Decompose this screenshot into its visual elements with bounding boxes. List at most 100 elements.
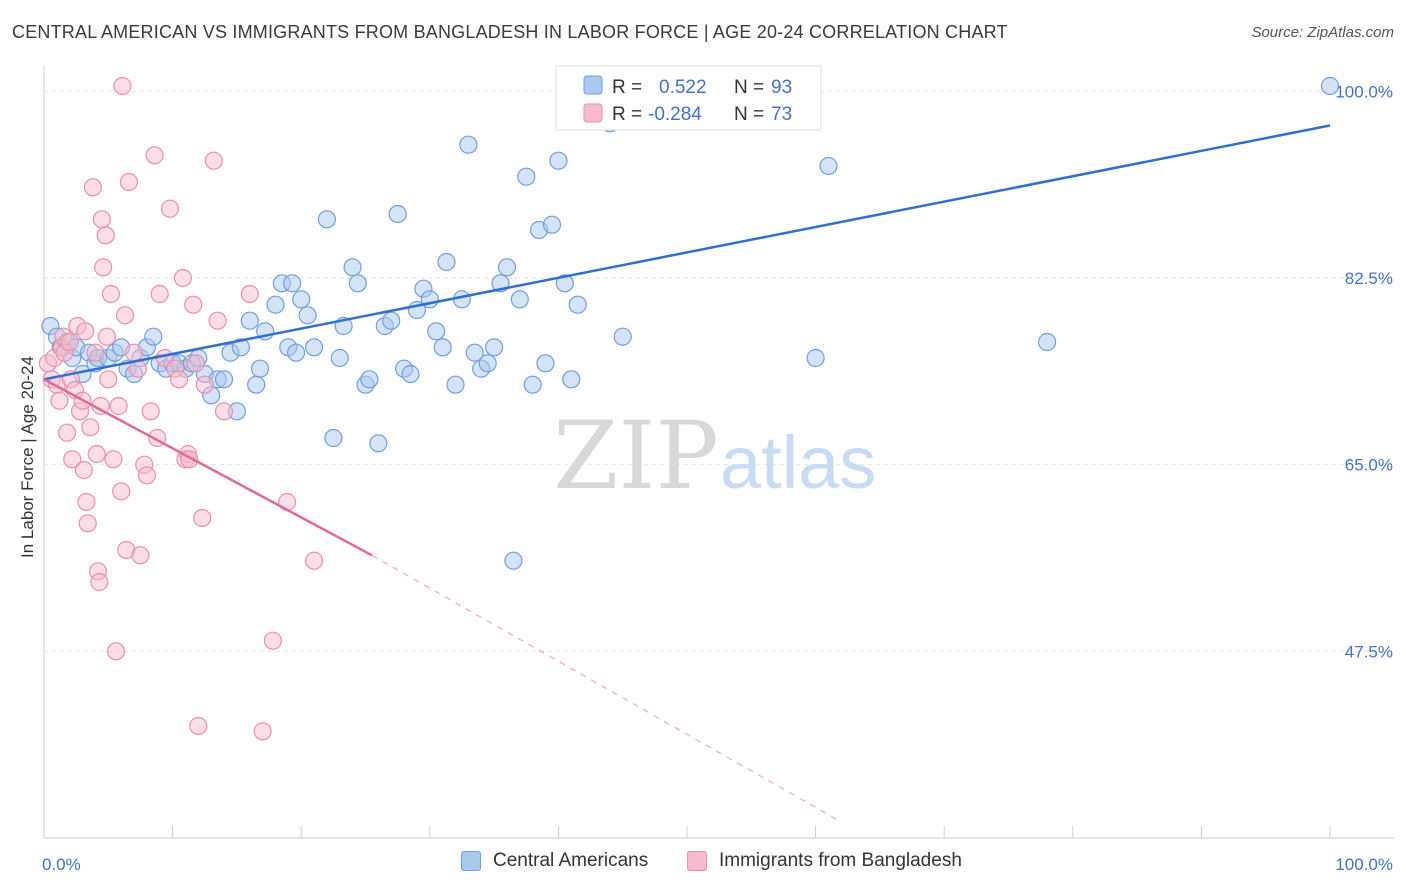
point-bangladesh-49 [150, 284, 169, 304]
point-bangladesh-43 [131, 546, 150, 565]
point-bangladesh-4 [50, 391, 69, 410]
point-central-american-62 [433, 338, 452, 357]
point-bangladesh-62 [195, 375, 214, 394]
point-central-american-63 [437, 252, 456, 272]
point-bangladesh-9 [60, 332, 79, 352]
point-bangladesh-20 [81, 418, 100, 437]
point-central-american-78 [536, 354, 555, 373]
point-bangladesh-31 [99, 370, 118, 389]
point-central-american-36 [266, 295, 285, 314]
trend-line-bangladesh-extension [371, 554, 842, 823]
point-central-american-91 [1037, 332, 1057, 352]
point-bangladesh-35 [109, 396, 128, 416]
point-central-american-90 [819, 156, 838, 176]
point-bangladesh-63 [204, 151, 223, 170]
trend-line-central-americans [43, 124, 1331, 381]
point-central-american-41 [292, 290, 311, 309]
y-axis-label: In Labor Force | Age 20-24 [18, 356, 37, 558]
y-tick-label-2: 82.5% [1345, 269, 1393, 288]
point-central-american-69 [478, 354, 497, 373]
data-points [38, 76, 1340, 741]
legend-r-label-blue: R = [612, 77, 642, 98]
point-central-american-79 [542, 215, 562, 234]
point-bangladesh-23 [87, 444, 106, 464]
point-bangladesh-16 [74, 460, 94, 480]
point-central-american-46 [330, 348, 349, 368]
legend-n-value-pink: 73 [771, 104, 792, 125]
point-central-american-48 [343, 258, 362, 277]
point-bangladesh-25 [90, 572, 109, 592]
point-bangladesh-58 [184, 295, 203, 314]
point-bangladesh-19 [78, 514, 97, 533]
point-bangladesh-40 [119, 172, 138, 192]
point-central-american-70 [485, 338, 504, 357]
point-central-american-80 [549, 151, 568, 170]
watermark-atlas: atlas [720, 421, 876, 504]
source-label: Source: ZipAtlas.com [1251, 24, 1394, 41]
point-central-american-28 [214, 370, 234, 389]
point-bangladesh-17 [76, 322, 95, 341]
legend-n-label-blue: N = [734, 77, 764, 98]
trend-lines [43, 124, 1331, 823]
point-central-american-57 [401, 364, 420, 384]
point-central-american-72 [497, 258, 517, 277]
watermark: ZIP atlas [553, 402, 876, 511]
point-central-american-51 [360, 370, 379, 389]
point-bangladesh-34 [106, 642, 126, 661]
point-central-american-89 [806, 348, 825, 368]
point-central-american-33 [247, 375, 266, 394]
legend-label-bangladesh: Immigrants from Bangladesh [719, 850, 962, 871]
point-bangladesh-41 [124, 343, 144, 362]
legend-swatch-pink [583, 103, 603, 123]
point-central-american-76 [523, 375, 542, 394]
y-tick-label-3: 100.0% [1335, 82, 1393, 101]
point-central-american-49 [348, 274, 367, 293]
stats-legend: R = 0.522 N = 93 R = -0.284 N = 73 [555, 65, 822, 131]
point-central-american-64 [446, 375, 465, 394]
point-central-american-45 [324, 428, 343, 448]
point-bangladesh-66 [240, 284, 259, 304]
legend-swatch-blue [583, 75, 603, 95]
point-bangladesh-37 [113, 76, 132, 96]
point-bangladesh-51 [160, 199, 180, 218]
chart-title: CENTRAL AMERICAN VS IMMIGRANTS FROM BANG… [12, 22, 1008, 42]
point-bangladesh-46 [141, 402, 160, 421]
point-bangladesh-38 [115, 306, 135, 325]
point-bangladesh-59 [186, 354, 205, 373]
point-central-american-43 [305, 338, 324, 357]
point-bangladesh-64 [208, 311, 227, 330]
point-central-american-54 [382, 311, 401, 330]
point-bangladesh-27 [92, 210, 112, 229]
axes [43, 66, 1394, 839]
point-central-american-31 [231, 338, 250, 357]
point-central-american-52 [369, 434, 388, 453]
point-central-american-66 [459, 135, 478, 154]
point-bangladesh-30 [97, 327, 117, 346]
point-bangladesh-61 [193, 508, 212, 528]
point-central-american-82 [562, 370, 581, 389]
point-central-american-55 [388, 204, 407, 224]
grid-lines [44, 90, 1394, 652]
point-central-american-34 [250, 359, 270, 378]
point-bangladesh-29 [96, 226, 115, 245]
point-bangladesh-53 [169, 370, 189, 389]
trend-line-bangladesh [43, 378, 373, 557]
legend-swatch-bangladesh [687, 851, 707, 871]
point-bangladesh-68 [263, 631, 282, 650]
x-tick-label-1: 100.0% [1335, 855, 1393, 874]
point-bangladesh-45 [137, 466, 156, 485]
point-bangladesh-18 [77, 492, 96, 512]
point-central-american-44 [317, 210, 336, 229]
point-central-american-39 [283, 274, 302, 293]
point-bangladesh-32 [101, 284, 121, 304]
point-central-american-75 [517, 167, 536, 186]
legend-r-label-pink: R = [612, 104, 642, 125]
point-central-american-67 [465, 343, 484, 362]
watermark-zip: ZIP [553, 402, 719, 511]
point-central-american-81 [555, 274, 574, 293]
legend-n-value-blue: 93 [771, 77, 792, 98]
point-central-american-17 [144, 327, 163, 346]
point-central-american-83 [568, 295, 587, 314]
point-bangladesh-70 [305, 551, 324, 570]
